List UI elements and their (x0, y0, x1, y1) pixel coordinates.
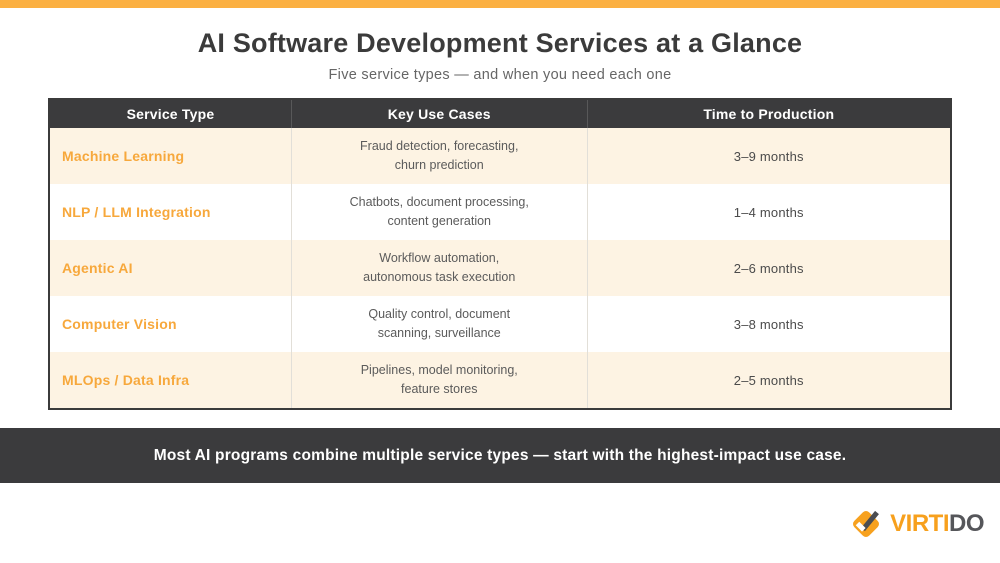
service-type-cell: MLOps / Data Infra (62, 372, 190, 388)
time-to-production-cell: 1–4 months (586, 184, 950, 240)
use-cases-cell: Pipelines, model monitoring, feature sto… (290, 352, 587, 408)
brand-primary-text: VIRTI (890, 510, 949, 537)
table-row-computer-vision: Computer Vision Quality control, documen… (50, 296, 950, 352)
column-header-service-type: Service Type (126, 106, 215, 122)
use-cases-cell: Quality control, document scanning, surv… (290, 296, 587, 352)
table-row-agentic-ai: Agentic AI Workflow automation, autonomo… (50, 240, 950, 296)
accent-top-bar (0, 0, 1000, 8)
service-type-cell: NLP / LLM Integration (62, 204, 211, 220)
table-header-row: Service Type Key Use Cases Time to Produ… (50, 100, 950, 128)
service-type-cell: Computer Vision (62, 316, 177, 332)
column-header-time-to-production: Time to Production (586, 100, 950, 128)
service-type-cell: Machine Learning (62, 148, 185, 164)
table-row-nlp-llm-integration: NLP / LLM Integration Chatbots, document… (50, 184, 950, 240)
services-table: Service Type Key Use Cases Time to Produ… (48, 98, 952, 410)
use-cases-cell: Workflow automation, autonomous task exe… (290, 240, 587, 296)
check-diamond-icon (853, 510, 880, 537)
page-title: AI Software Development Services at a Gl… (197, 28, 803, 58)
time-to-production-cell: 3–8 months (586, 296, 950, 352)
page-subtitle: Five service types — and when you need e… (328, 67, 672, 83)
table-row-mlops-data-infra: MLOps / Data Infra Pipelines, model moni… (50, 352, 950, 408)
use-cases-cell: Fraud detection, forecasting, churn pred… (290, 128, 587, 184)
time-to-production-cell: 2–6 months (586, 240, 950, 296)
banner-text: Most AI programs combine multiple servic… (153, 446, 847, 464)
brand-wordmark: VIRTIDO (890, 512, 984, 536)
footer-banner: Most AI programs combine multiple servic… (0, 428, 1000, 483)
virtido-logo: VIRTIDO (847, 505, 985, 543)
table-row-machine-learning: Machine Learning Fraud detection, foreca… (50, 128, 950, 184)
use-cases-cell: Chatbots, document processing, content g… (290, 184, 587, 240)
column-header-key-use-cases: Key Use Cases (290, 100, 587, 128)
time-to-production-cell: 3–9 months (586, 128, 950, 184)
brand-secondary-text: DO (949, 510, 985, 537)
service-type-cell: Agentic AI (62, 260, 133, 276)
time-to-production-cell: 2–5 months (586, 352, 950, 408)
